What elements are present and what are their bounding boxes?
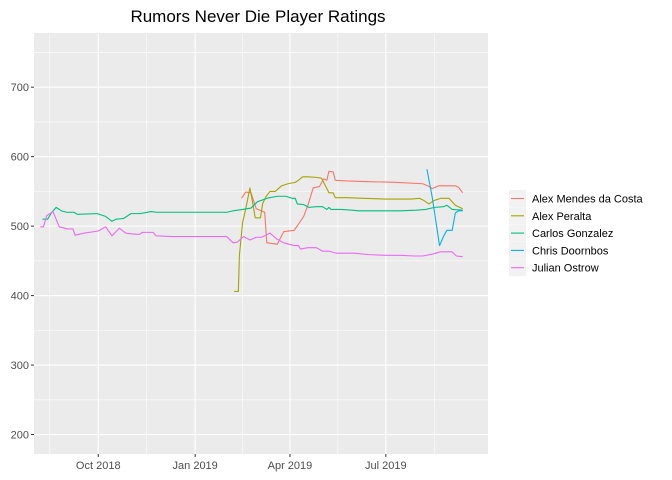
legend-label-chris-doornbos: Chris Doornbos xyxy=(532,245,609,257)
y-axis: 200 300 400 500 600 700 xyxy=(11,82,34,442)
series-line-alex-mendes-da-costa xyxy=(241,170,464,245)
series-layer xyxy=(40,169,464,292)
x-axis: Oct 2018 Jan 2019 Apr 2019 Jul 2019 xyxy=(76,454,407,472)
series-line-carlos-gonzalez xyxy=(42,195,463,222)
x-tick-label: Oct 2018 xyxy=(76,460,121,472)
legend-label-julian-ostrow: Julian Ostrow xyxy=(532,263,599,275)
plot-panel xyxy=(34,33,488,454)
y-tick-label: 400 xyxy=(11,291,29,303)
legend-label-alex-mendes-da-costa: Alex Mendes da Costa xyxy=(532,194,644,206)
grid-lines xyxy=(34,33,488,454)
y-tick-label: 500 xyxy=(11,221,29,233)
x-tick-label: Jan 2019 xyxy=(173,460,218,472)
series-line-chris-doornbos xyxy=(426,169,463,247)
legend-label-alex-peralta: Alex Peralta xyxy=(532,211,592,223)
y-tick-label: 200 xyxy=(11,430,29,442)
chart-title: Rumors Never Die Player Ratings xyxy=(130,7,385,26)
series-line-julian-ostrow xyxy=(40,210,463,258)
x-tick-label: Jul 2019 xyxy=(365,460,407,472)
x-tick-label: Apr 2019 xyxy=(268,460,313,472)
y-tick-label: 600 xyxy=(11,152,29,164)
y-tick-label: 700 xyxy=(11,82,29,94)
legend: Alex Mendes da Costa Alex Peralta Carlos G… xyxy=(509,190,644,277)
legend-label-carlos-gonzalez: Carlos Gonzalez xyxy=(532,228,613,240)
y-tick-label: 300 xyxy=(11,360,29,372)
